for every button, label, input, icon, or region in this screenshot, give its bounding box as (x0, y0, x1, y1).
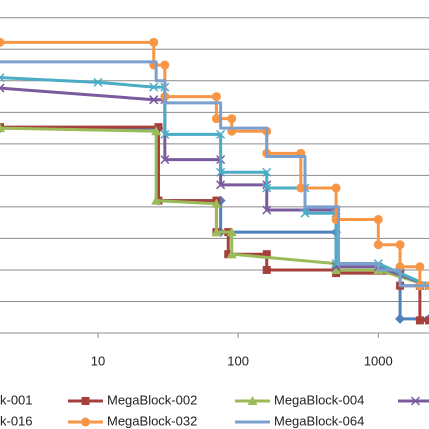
marker (373, 240, 383, 250)
marker (151, 195, 162, 205)
series-line (0, 40, 429, 288)
marker (227, 114, 237, 124)
series-line (0, 126, 429, 321)
marker (160, 60, 170, 70)
series (0, 37, 429, 291)
marker (300, 208, 310, 218)
marker (247, 396, 258, 405)
marker (81, 417, 90, 427)
marker (226, 249, 237, 259)
marker (211, 92, 221, 102)
marker (262, 265, 271, 274)
marker (425, 316, 429, 325)
marker (211, 198, 222, 208)
marker (262, 167, 272, 177)
marker (0, 123, 5, 133)
marker (373, 215, 383, 225)
marker (211, 114, 221, 124)
marker (160, 129, 170, 139)
marker (262, 183, 272, 193)
marker (331, 264, 342, 274)
marker (216, 167, 226, 177)
marker (160, 155, 170, 165)
legend-label: k-016 (0, 413, 33, 428)
series (0, 123, 429, 325)
x-tick-label: 10 (91, 353, 105, 368)
marker (216, 129, 226, 139)
marker (415, 262, 425, 272)
series-line (0, 125, 429, 322)
x-tick-label: 1000 (364, 353, 393, 368)
legend-item: MegaBlock-002 (68, 392, 197, 407)
series-line (0, 60, 429, 288)
marker (415, 316, 424, 325)
legend-label: MegaBlock-032 (107, 413, 197, 428)
marker (395, 313, 406, 324)
marker (296, 183, 306, 193)
marker (216, 180, 226, 190)
marker (224, 250, 233, 259)
legend-item: MegaBlock-032 (68, 413, 197, 428)
marker (0, 73, 5, 83)
marker (154, 123, 163, 132)
series-line (0, 76, 429, 288)
marker (149, 37, 159, 47)
series (0, 60, 429, 288)
marker (331, 183, 341, 193)
marker (149, 95, 159, 105)
series (0, 123, 429, 324)
legend-label: MegaBlock-002 (107, 392, 197, 407)
legend-label: MegaBlock-004 (274, 392, 364, 407)
marker (211, 227, 222, 237)
marker (0, 83, 5, 93)
marker (226, 227, 237, 237)
legend-item: MegaBlock-004 (235, 392, 364, 407)
marker (262, 250, 271, 259)
legend-item: MegaBlock-064 (235, 413, 364, 428)
marker (410, 396, 421, 406)
legend-label: MegaBlock-064 (274, 413, 364, 428)
marker (262, 205, 272, 215)
marker (81, 397, 90, 405)
series (0, 73, 429, 291)
marker (149, 82, 159, 92)
x-tick-label: 100 (227, 353, 249, 368)
marker (151, 126, 162, 136)
marker (93, 77, 103, 87)
legend-label: k-001 (0, 392, 33, 407)
marker (0, 37, 5, 47)
legend-item: k-016 (0, 413, 33, 428)
legend-item (398, 396, 429, 406)
marker (395, 240, 405, 250)
legend-item: k-001 (0, 392, 33, 407)
